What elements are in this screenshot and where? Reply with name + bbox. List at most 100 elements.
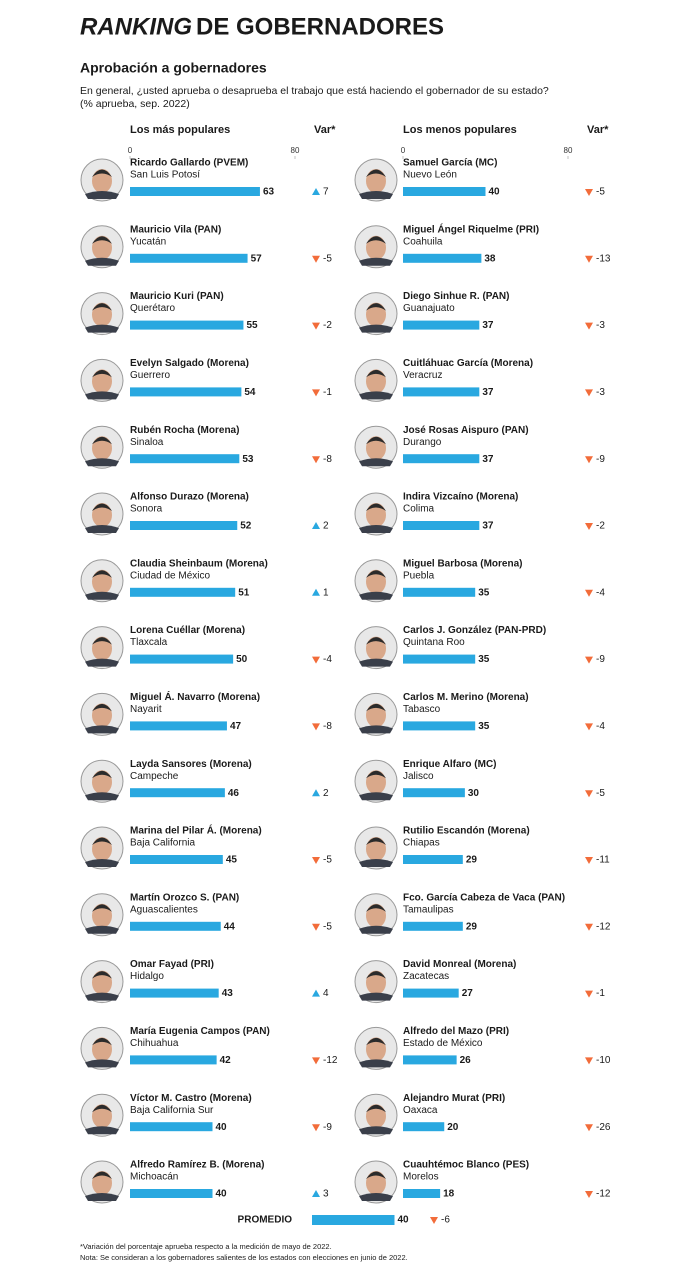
state-name: Oaxaca bbox=[403, 1105, 438, 1116]
state-name: Guerrero bbox=[130, 370, 170, 381]
photo-hair bbox=[92, 703, 112, 712]
photo-body bbox=[359, 324, 393, 333]
governor-name: Diego Sinhue R. (PAN) bbox=[403, 291, 509, 302]
arrow-down bbox=[585, 656, 593, 664]
arrow-down bbox=[585, 857, 593, 864]
bar bbox=[403, 521, 480, 530]
value-label: 37 bbox=[482, 521, 494, 532]
photo-body bbox=[85, 925, 119, 934]
change-label: -12 bbox=[323, 1055, 338, 1066]
value-label: 35 bbox=[478, 587, 490, 598]
state-name: Sonora bbox=[130, 504, 163, 515]
bar bbox=[130, 521, 238, 530]
bar bbox=[130, 721, 227, 731]
photo-face bbox=[92, 1104, 112, 1129]
governor-name: Lorena Cuéllar (Morena) bbox=[130, 625, 245, 636]
state-name: Querétaro bbox=[130, 303, 175, 314]
arrow-down bbox=[312, 923, 320, 931]
question: En general, ¿usted aprueba o desaprueba … bbox=[80, 85, 549, 97]
photo-hair bbox=[366, 1037, 386, 1046]
change-label: -4 bbox=[596, 721, 605, 732]
photo-face bbox=[366, 1104, 386, 1129]
photo-hair bbox=[366, 770, 386, 779]
bar bbox=[130, 454, 240, 464]
photo-body bbox=[359, 458, 393, 467]
bar bbox=[130, 921, 221, 931]
photo-hair bbox=[366, 503, 386, 511]
value-label: 40 bbox=[216, 1122, 228, 1133]
state-name: Tamaulipas bbox=[403, 904, 454, 915]
photo-body bbox=[359, 257, 393, 266]
photo-body bbox=[359, 1193, 393, 1201]
governor-name: Miguel Ángel Riquelme (PRI) bbox=[403, 222, 539, 235]
state-name: Chihuahua bbox=[130, 1038, 179, 1049]
photo-body bbox=[85, 191, 119, 199]
state-name: Campeche bbox=[130, 771, 179, 782]
change-label: -5 bbox=[323, 921, 332, 932]
governor-name: Rubén Rocha (Morena) bbox=[130, 425, 239, 436]
photo-hair bbox=[366, 570, 386, 578]
photo-face bbox=[92, 903, 112, 928]
photo-hair bbox=[92, 570, 112, 578]
bar bbox=[130, 1055, 217, 1065]
value-label: 40 bbox=[216, 1189, 228, 1200]
value-label: 43 bbox=[222, 988, 234, 999]
photo-body bbox=[85, 992, 119, 1001]
photo-body bbox=[359, 591, 393, 600]
value-label: 38 bbox=[484, 253, 496, 264]
photo-face bbox=[366, 569, 386, 594]
arrow-up bbox=[312, 188, 320, 195]
photo-body bbox=[85, 1126, 119, 1135]
change-label: -12 bbox=[596, 1189, 611, 1200]
change-label: -11 bbox=[596, 855, 610, 866]
bar bbox=[403, 387, 480, 397]
change-label: 3 bbox=[323, 1189, 329, 1200]
governor-name: Marina del Pilar Á. (Morena) bbox=[130, 824, 262, 837]
photo-face bbox=[366, 837, 386, 861]
photo-hair bbox=[92, 1171, 112, 1179]
bar bbox=[403, 454, 480, 464]
photo-face bbox=[92, 837, 112, 861]
change-label: -3 bbox=[596, 320, 605, 331]
governor-name: Alfredo Ramírez B. (Morena) bbox=[130, 1160, 264, 1171]
photo-body bbox=[85, 525, 119, 533]
photo-face bbox=[92, 1171, 112, 1195]
state-name: Nayarit bbox=[130, 704, 162, 715]
change-label: -8 bbox=[323, 454, 332, 465]
arrow-up bbox=[312, 588, 320, 596]
change-label: 1 bbox=[323, 587, 329, 598]
change-label: -5 bbox=[323, 855, 332, 866]
photo-face bbox=[92, 703, 112, 728]
change-label: -2 bbox=[596, 521, 605, 532]
panel-title: Los más populares bbox=[130, 124, 230, 136]
arrow-down bbox=[585, 1124, 593, 1132]
photo-face bbox=[366, 770, 386, 795]
photo-hair bbox=[366, 303, 386, 311]
photo-hair bbox=[92, 236, 112, 244]
arrow-down bbox=[585, 589, 593, 597]
bar bbox=[130, 855, 223, 864]
photo-body bbox=[359, 792, 393, 801]
value-label: 52 bbox=[240, 521, 252, 532]
photo-body bbox=[359, 658, 393, 667]
photo-body bbox=[85, 324, 119, 333]
change-label: -10 bbox=[596, 1055, 611, 1066]
state-name: Sinaloa bbox=[130, 437, 164, 448]
photo-hair bbox=[366, 637, 386, 645]
bar bbox=[403, 1189, 441, 1198]
photo-face bbox=[92, 1037, 112, 1062]
photo-face bbox=[366, 903, 386, 928]
arrow-down bbox=[585, 255, 593, 263]
bar bbox=[130, 387, 242, 397]
state-name: Yucatán bbox=[130, 236, 166, 247]
change-label: -4 bbox=[596, 587, 605, 598]
x-tick-label: 80 bbox=[291, 146, 300, 155]
state-name: Morelos bbox=[403, 1172, 439, 1183]
value-label: 35 bbox=[478, 654, 490, 665]
photo-body bbox=[85, 859, 119, 867]
photo-body bbox=[85, 458, 119, 467]
governor-name: Rutilio Escandón (Morena) bbox=[403, 826, 530, 837]
photo-body bbox=[85, 1193, 119, 1201]
photo-hair bbox=[92, 904, 112, 912]
bar bbox=[403, 721, 476, 731]
